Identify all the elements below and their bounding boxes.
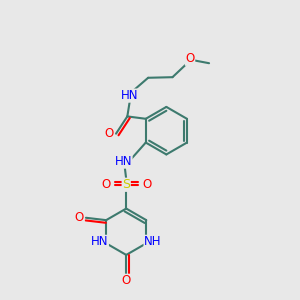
Text: HN: HN — [91, 235, 108, 248]
Text: O: O — [122, 274, 131, 287]
Text: O: O — [185, 52, 195, 65]
Text: NH: NH — [144, 235, 162, 248]
Text: O: O — [101, 178, 110, 191]
Text: S: S — [122, 178, 130, 191]
Text: O: O — [142, 178, 152, 191]
Text: O: O — [75, 211, 84, 224]
Text: HN: HN — [115, 155, 132, 168]
Text: HN: HN — [121, 89, 139, 102]
Text: O: O — [105, 127, 114, 140]
